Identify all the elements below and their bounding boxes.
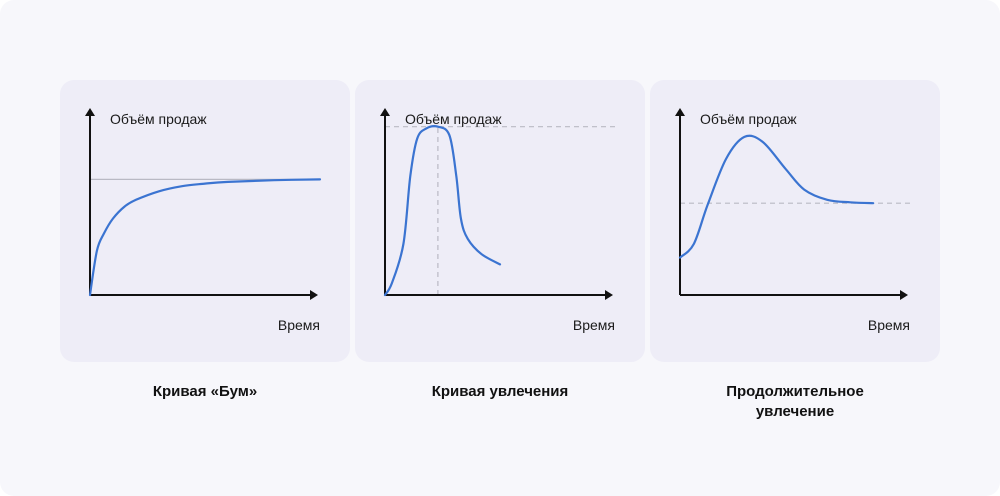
x-axis-label: Время: [572, 317, 615, 333]
chart-panel-boom: Объём продаж Время: [60, 80, 350, 362]
chart-panel-fad: Объём продаж Время: [355, 80, 645, 362]
x-axis-arrow: [310, 290, 318, 300]
sales-curve: [88, 178, 322, 297]
x-axis-arrow: [605, 290, 613, 300]
sales-curve: [678, 134, 875, 259]
y-axis-arrow: [675, 108, 685, 116]
chart-title-extended-fad: Продолжительное увлечение: [726, 383, 864, 420]
y-axis-arrow: [85, 108, 95, 116]
y-axis-label: Объём продаж: [405, 111, 502, 127]
y-axis-arrow: [380, 108, 390, 116]
x-axis-arrow: [900, 290, 908, 300]
x-axis-label: Время: [277, 317, 320, 333]
x-axis-label: Время: [867, 317, 910, 333]
chart-title-fad: Кривая увлечения: [431, 383, 569, 400]
sales-curve: [383, 125, 502, 297]
boom-curve-plot: [85, 108, 322, 300]
y-axis-label: Объём продаж: [700, 111, 797, 127]
fad-curve-plot: [380, 108, 615, 300]
chart-title-boom: Кривая «Бум»: [152, 383, 258, 400]
chart-panel-extended-fad: Объём продаж Время: [650, 80, 940, 362]
extended-fad-curve-plot: [675, 108, 910, 300]
y-axis-label: Объём продаж: [110, 111, 207, 127]
